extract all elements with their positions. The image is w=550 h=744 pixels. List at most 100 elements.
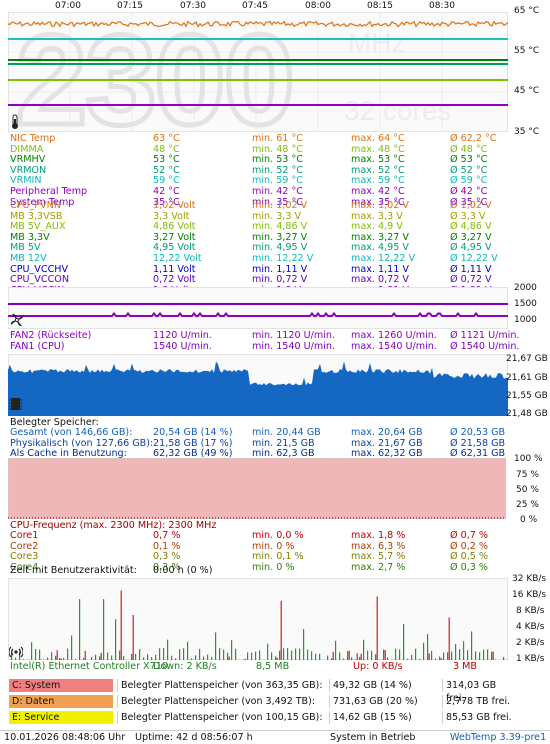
cell-avg: Ø 48 °C — [450, 143, 488, 155]
fan-axis-label: 1500 — [514, 299, 537, 309]
cell-min: min. 1540 U/min. — [252, 340, 336, 352]
memory-area — [8, 361, 508, 416]
memory-plot — [8, 354, 508, 416]
cell-name: Core3 — [10, 551, 39, 563]
cell-max: max. 3,3 V — [351, 210, 403, 222]
cell-name: Gesamt (von 146,66 GB): — [10, 427, 133, 438]
cell-name: Core1 — [10, 530, 39, 541]
time-label: 07:30 — [180, 1, 206, 11]
cell-avg: Ø 3,27 V — [450, 231, 492, 243]
cell-min: min. 62,3 GB — [252, 448, 315, 460]
disk-label: Belegter Plattenspeicher (von 363,35 GB)… — [117, 679, 329, 692]
cell-cur: 62,32 GB (49 %) — [153, 448, 233, 460]
cell-cur: 0,7 % — [153, 530, 181, 541]
cell-min: min. 61 °C — [252, 133, 303, 144]
cell-min: min. 12,22 V — [252, 252, 314, 264]
network-down: Down: 2 KB/s — [153, 661, 217, 672]
cell-min: min. 0 % — [252, 540, 295, 552]
footer-status: System in Betrieb — [330, 732, 416, 743]
cell-name: DIMMA — [10, 143, 44, 155]
cell-min: min. 1,02 V — [252, 200, 308, 211]
cell-name: CPU_PVNN — [10, 200, 62, 211]
disk-row: C: System Belegter Plattenspeicher (von 3… — [9, 679, 510, 704]
disk-drive-badge[interactable]: C: System — [9, 679, 113, 692]
cell-avg: Ø 20,53 GB — [450, 427, 506, 438]
cell-min: min. 52 °C — [252, 164, 303, 176]
cell-cur: 1120 U/min. — [153, 330, 212, 341]
cell-avg: Ø 0,7 % — [450, 530, 489, 541]
temp-axis-label: 45 °C — [514, 86, 540, 96]
cell-cur: 42 °C — [153, 185, 180, 197]
cell-min: min. 0,72 V — [252, 274, 308, 286]
cpu-table: Core1 0,7 % min. 0,0 % max. 1,8 % Ø 0,7 % Cor… — [10, 530, 505, 573]
cpu-axis-label: 50 % — [516, 485, 539, 495]
cell-avg: Ø 4,95 V — [450, 242, 492, 254]
cell-name: CPU_VCCHV — [10, 263, 69, 275]
cell-cur: 12,22 Volt — [153, 252, 202, 264]
cell-name: MB 5V_AUX — [10, 221, 66, 233]
network-up-total: 3 MB — [453, 661, 478, 672]
footer-datetime: 10.01.2026 08:48:06 Uhr — [4, 732, 126, 743]
cell-cur: 63 °C — [153, 133, 180, 144]
cell-name: CPU_VCCON — [10, 274, 69, 286]
time-label: 08:15 — [367, 1, 393, 11]
watermark-mhz: MHz — [348, 27, 406, 58]
cell-max: max. 53 °C — [351, 154, 405, 166]
cell-min: min. 0,0 % — [252, 530, 304, 541]
disk-used: 14,62 GB (15 %) — [329, 711, 442, 724]
cell-cur: 4,86 Volt — [153, 221, 196, 233]
cell-avg: Ø 12,22 V — [450, 252, 498, 264]
cell-cur: 3,27 Volt — [153, 231, 196, 243]
disk-row: E: Service Belegter Plattenspeicher (von … — [9, 711, 512, 724]
cell-max: max. 1,8 % — [351, 530, 406, 541]
cell-max: max. 1,02 V — [351, 200, 409, 211]
cell-cur: 3,3 Volt — [153, 210, 190, 222]
cell-avg: Ø 62,31 GB — [450, 448, 506, 460]
cell-min: min. 48 °C — [252, 143, 303, 155]
cell-min: min. 3,3 V — [252, 210, 302, 222]
line-fan2 — [8, 311, 508, 317]
fan-table: FAN2 (Rückseite) 1120 U/min. min. 1120 U/m… — [10, 330, 519, 352]
cell-max: max. 1260 U/min. — [351, 330, 437, 341]
cell-avg: Ø 21,58 GB — [450, 437, 506, 449]
cell-cur: 1540 U/min. — [153, 340, 212, 352]
cell-cur: 21,58 GB (17 %) — [153, 437, 233, 449]
cell-name: MB 5V — [10, 242, 41, 254]
cell-name: System Temp — [10, 196, 75, 208]
disk-used: 49,32 GB (14 %) — [329, 679, 442, 692]
cell-min: min. 4,86 V — [252, 221, 308, 233]
cell-name: Core2 — [10, 540, 39, 552]
network-plot — [8, 578, 508, 660]
cell-name: VRMON — [10, 164, 47, 176]
cell-min: min. 59 °C — [252, 175, 303, 187]
footer-version[interactable]: WebTemp 3.39-pre1 — [450, 732, 547, 743]
cell-max: max. 1,11 V — [351, 263, 409, 275]
cell-max: max. 59 °C — [351, 175, 405, 187]
cell-cur: 53 °C — [153, 154, 180, 166]
cell-min: min. 53 °C — [252, 154, 303, 166]
cell-max: max. 21,67 GB — [351, 437, 423, 449]
cell-avg: Ø 62,2 °C — [450, 133, 497, 144]
time-label: 07:45 — [242, 1, 268, 11]
disk-free: 85,53 GB frei. — [442, 711, 512, 724]
line-nic-temp — [8, 20, 508, 28]
cell-min: min. 35 °C — [252, 196, 303, 208]
cpu-axis-label: 25 % — [516, 500, 539, 510]
cell-name: VRMHV — [10, 154, 46, 166]
time-label: 07:00 — [55, 1, 81, 11]
cell-cur: 1,11 Volt — [153, 263, 196, 275]
idle-value: 0:00 h (0 %) — [153, 565, 213, 576]
cell-name: Als Cache in Benutzung: — [10, 448, 127, 460]
cell-max: max. 1540 U/min. — [351, 340, 437, 352]
mem-axis-label: 21,48 GB — [506, 409, 548, 419]
disk-label: Belegter Plattenspeicher (von 100,15 GB)… — [117, 711, 329, 724]
temp-axis-label: 65 °C — [514, 6, 540, 16]
footer: 10.01.2026 08:48:06 Uhr Uptime: 42 d 08:… — [0, 730, 550, 744]
time-label: 08:30 — [429, 1, 455, 11]
disk-drive-badge[interactable]: D: Daten — [9, 695, 113, 708]
cell-name: MB 3,3VSB — [10, 210, 63, 222]
disk-drive-badge[interactable]: E: Service — [9, 711, 113, 724]
cell-min: min. 0,1 % — [252, 551, 304, 563]
cell-avg: Ø 1121 U/min. — [450, 330, 520, 341]
cell-cur: 20,54 GB (14 %) — [153, 427, 233, 438]
